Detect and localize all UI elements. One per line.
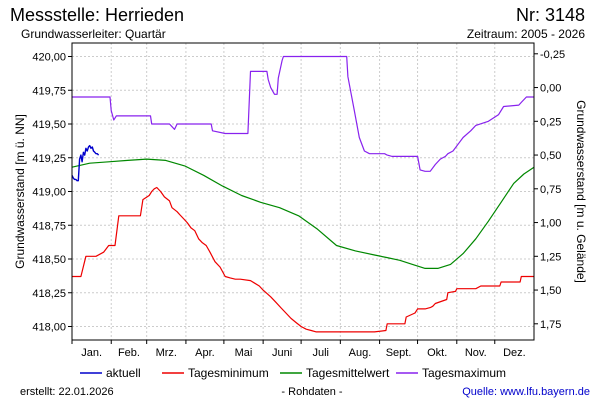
month-label: Feb. <box>118 347 140 359</box>
y-tick-label: 419,50 <box>32 119 66 131</box>
y2-tick-label: -0,25 <box>540 49 565 61</box>
y-tick-label: 419,75 <box>32 85 66 97</box>
y-tick-label: 418,25 <box>32 288 66 300</box>
legend-label: Tagesminimum <box>188 366 269 380</box>
series-line-maximum <box>72 55 534 172</box>
y-tick-label: 419,25 <box>32 153 66 165</box>
raw-data-note: - Rohdaten - <box>281 386 342 398</box>
y2-tick-label: 0,00 <box>540 83 561 95</box>
period-label: Zeitraum: 2005 - 2026 <box>467 27 585 41</box>
y-tick-label: 418,75 <box>32 220 66 232</box>
y2-tick-label: 0,75 <box>540 184 561 196</box>
legend-label: Tagesmaximum <box>422 366 506 380</box>
y2-tick-label: 1,75 <box>540 319 561 331</box>
series-line-mittel <box>71 158 535 269</box>
month-label: Apr. <box>195 347 215 359</box>
created-date: erstellt: 22.01.2026 <box>20 386 114 398</box>
month-label: Nov. <box>465 347 487 359</box>
y2-tick-label: 1,00 <box>540 218 561 230</box>
grid-layer <box>72 43 534 340</box>
station-number: Nr: 3148 <box>516 5 585 25</box>
y-axis-label-left: Grundwasserstand [m ü. NN] <box>13 114 27 269</box>
month-label: Sept. <box>386 347 412 359</box>
month-label: Juli <box>312 347 329 359</box>
y2-tick-label: 0,50 <box>540 150 561 162</box>
month-label: Aug. <box>349 347 372 359</box>
month-label: Mrz. <box>156 347 177 359</box>
station-title: Messstelle: Herrieden <box>10 5 184 25</box>
y2-tick-label: 1,25 <box>540 251 561 263</box>
aquifer-label: Grundwasserleiter: Quartär <box>21 27 166 41</box>
series-layer <box>71 55 535 333</box>
month-label: Juni <box>272 347 292 359</box>
month-label: Okt. <box>427 347 447 359</box>
month-label: Jan. <box>81 347 102 359</box>
month-label: Mai <box>235 347 253 359</box>
tick-layer: 418,00 418,25 418,50 418,75 419,00 419,25 419,… <box>32 49 565 359</box>
y-tick-label: 418,50 <box>32 254 66 266</box>
source-link[interactable]: Quelle: www.lfu.bayern.de <box>462 386 590 398</box>
y2-tick-label: 0,25 <box>540 116 561 128</box>
legend-label: aktuell <box>106 366 141 380</box>
legend: aktuell Tagesminimum Tagesmittelwert Tagesm… <box>80 366 506 380</box>
y-tick-label: 419,00 <box>32 187 66 199</box>
y-tick-label: 418,00 <box>32 322 66 334</box>
y-tick-label: 420,00 <box>32 52 66 64</box>
legend-label: Tagesmittelwert <box>306 366 390 380</box>
series-line-minimum <box>72 186 534 333</box>
month-label: Dez. <box>503 347 526 359</box>
y2-tick-label: 1,50 <box>540 285 561 297</box>
y-axis-label-right: Grundwasserstand [m u. Gelände] <box>574 100 588 283</box>
series-line-aktuell <box>71 144 100 182</box>
